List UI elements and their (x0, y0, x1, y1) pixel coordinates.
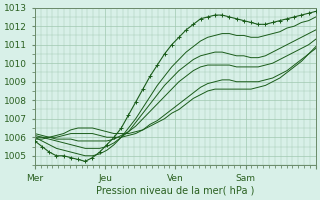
X-axis label: Pression niveau de la mer( hPa ): Pression niveau de la mer( hPa ) (96, 186, 254, 196)
